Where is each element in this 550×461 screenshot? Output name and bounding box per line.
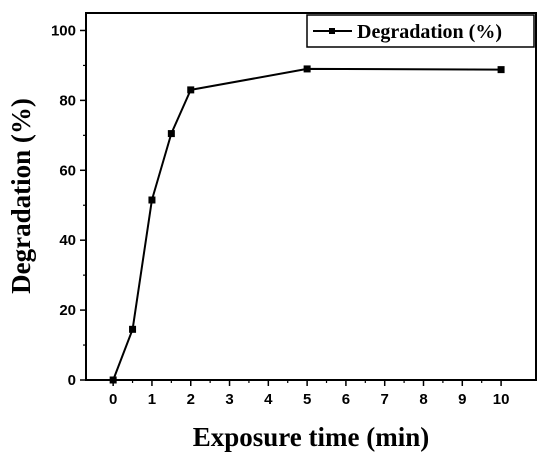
y-tick-label: 100 bbox=[51, 22, 76, 39]
data-point bbox=[167, 130, 175, 138]
y-axis-title: Degradation (%) bbox=[6, 98, 36, 294]
legend-box bbox=[306, 14, 535, 48]
data-point bbox=[129, 325, 137, 333]
x-tick-label: 10 bbox=[493, 391, 510, 408]
series-line bbox=[112, 67, 502, 381]
legend-label: Degradation (%) bbox=[357, 21, 502, 43]
y-tick-label: 60 bbox=[59, 162, 76, 179]
x-tick-label: 1 bbox=[148, 391, 156, 408]
x-tick-label: 3 bbox=[225, 391, 233, 408]
plot-frame bbox=[85, 12, 537, 381]
legend: Degradation (%) bbox=[306, 14, 535, 48]
x-tick-label: 6 bbox=[342, 391, 350, 408]
series-layer bbox=[109, 65, 505, 384]
y-tick-label: 20 bbox=[59, 302, 76, 319]
x-tick-label: 4 bbox=[264, 391, 273, 408]
x-tick-label: 5 bbox=[303, 391, 311, 408]
x-tick-label: 7 bbox=[381, 391, 389, 408]
x-tick-label: 0 bbox=[109, 391, 117, 408]
x-axis-title: Exposure time (min) bbox=[193, 422, 430, 452]
x-tick-label: 9 bbox=[458, 391, 466, 408]
x-tick-label: 8 bbox=[419, 391, 427, 408]
data-point bbox=[187, 86, 195, 94]
data-point bbox=[303, 65, 311, 73]
data-point bbox=[148, 196, 156, 204]
legend-marker bbox=[329, 28, 335, 34]
x-tick-label: 2 bbox=[187, 391, 195, 408]
y-tick-label: 40 bbox=[59, 232, 76, 249]
data-point bbox=[497, 66, 505, 74]
y-tick-label: 80 bbox=[59, 92, 76, 109]
y-tick-label: 0 bbox=[68, 372, 76, 389]
